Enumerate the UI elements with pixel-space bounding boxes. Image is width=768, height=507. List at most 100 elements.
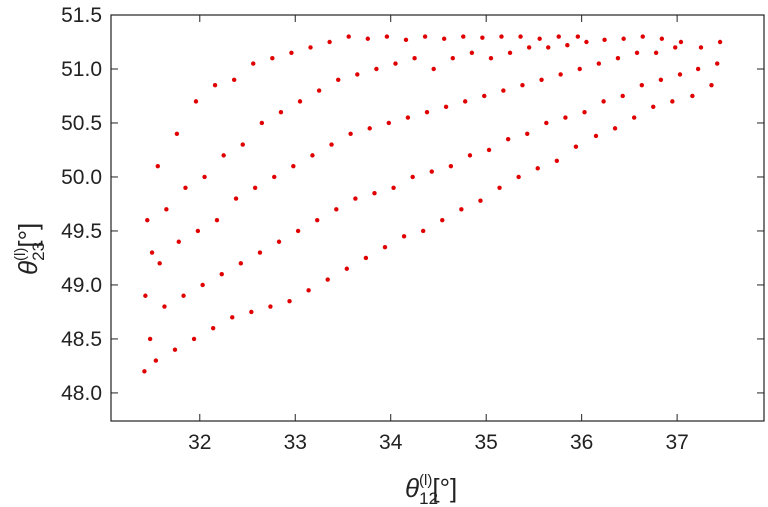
point: [200, 282, 205, 288]
point: [410, 174, 415, 180]
point: [386, 120, 392, 126]
x-tick-label: 37: [665, 431, 688, 454]
point: [287, 298, 292, 304]
point: [155, 163, 160, 169]
y-axis-label: θ23(l)[°]: [12, 223, 48, 275]
point: [382, 244, 388, 250]
point: [276, 239, 282, 244]
point: [143, 293, 148, 298]
point: [621, 36, 626, 41]
point: [544, 120, 549, 126]
point: [172, 347, 178, 352]
y-label-sup: (l): [12, 248, 29, 261]
point: [176, 239, 181, 244]
point: [620, 93, 625, 99]
point: [497, 185, 502, 190]
point: [270, 55, 275, 61]
point: [291, 163, 296, 169]
point: [174, 131, 180, 136]
point: [329, 142, 334, 147]
point: [565, 43, 570, 48]
point: [537, 36, 542, 41]
point: [673, 45, 678, 50]
point: [639, 82, 645, 88]
point: [516, 174, 521, 180]
point: [582, 109, 587, 115]
point: [401, 234, 407, 239]
point: [573, 144, 579, 149]
point: [405, 115, 411, 120]
point: [365, 36, 371, 41]
point: [443, 104, 449, 109]
point: [631, 115, 637, 120]
point: [486, 147, 492, 153]
point: [593, 133, 599, 139]
x-tick-label: 35: [475, 431, 498, 454]
point: [393, 61, 398, 66]
point: [709, 82, 714, 88]
point: [412, 55, 417, 61]
x-tick-label: 36: [570, 431, 593, 454]
point: [334, 207, 339, 212]
point: [602, 37, 607, 43]
point: [440, 217, 445, 223]
point: [461, 34, 466, 39]
point: [346, 34, 351, 39]
point: [424, 109, 430, 115]
point: [501, 88, 506, 93]
point: [698, 45, 704, 50]
point: [651, 104, 656, 109]
point: [499, 34, 504, 39]
point: [546, 45, 551, 50]
point: [584, 39, 589, 45]
point: [431, 66, 436, 72]
point: [482, 93, 487, 99]
x-tick-label: 33: [284, 431, 307, 454]
point: [221, 153, 226, 158]
point: [315, 217, 320, 223]
point: [658, 77, 664, 82]
x-tick-label: 34: [379, 431, 403, 454]
y-tick-label: 49.0: [61, 274, 102, 297]
y-tick-label: 50.0: [61, 166, 102, 189]
point: [596, 61, 602, 66]
point: [278, 109, 284, 115]
point: [459, 207, 464, 212]
point: [653, 50, 659, 55]
point: [251, 61, 256, 66]
point: [575, 34, 581, 39]
point: [535, 166, 540, 171]
point: [238, 261, 244, 266]
point: [374, 66, 379, 72]
point: [525, 131, 530, 136]
point: [429, 169, 434, 174]
point: [310, 153, 315, 158]
point: [518, 34, 523, 39]
point: [678, 39, 684, 45]
x-axis-label: θ12(l)[°]: [405, 472, 457, 507]
point: [556, 34, 561, 39]
point: [355, 72, 360, 77]
point: [195, 228, 201, 234]
point: [219, 271, 224, 277]
point: [353, 196, 358, 201]
point: [153, 358, 159, 363]
point: [193, 99, 199, 104]
point: [507, 50, 513, 55]
y-tick-label: 51.5: [61, 4, 102, 27]
x-label-sub: 12: [419, 489, 438, 507]
point: [257, 250, 263, 255]
y-tick-label: 50.5: [61, 112, 102, 135]
point: [145, 217, 150, 223]
point: [670, 99, 675, 104]
y-label-base: θ: [13, 261, 43, 275]
point: [348, 131, 353, 136]
point: [181, 293, 186, 298]
x-tick-label: 32: [188, 431, 211, 454]
point: [563, 115, 568, 120]
point: [297, 99, 303, 104]
point: [450, 55, 455, 61]
point: [149, 250, 155, 255]
point: [372, 190, 377, 196]
